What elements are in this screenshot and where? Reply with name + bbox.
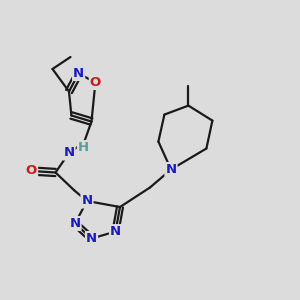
Text: H: H [78,141,89,154]
Text: N: N [69,217,81,230]
Text: O: O [90,76,101,89]
Text: N: N [165,163,177,176]
Text: N: N [110,225,121,238]
Text: N: N [73,67,84,80]
Text: O: O [26,164,37,178]
Text: N: N [86,232,97,245]
Text: N: N [81,194,93,208]
Text: N: N [63,146,75,160]
